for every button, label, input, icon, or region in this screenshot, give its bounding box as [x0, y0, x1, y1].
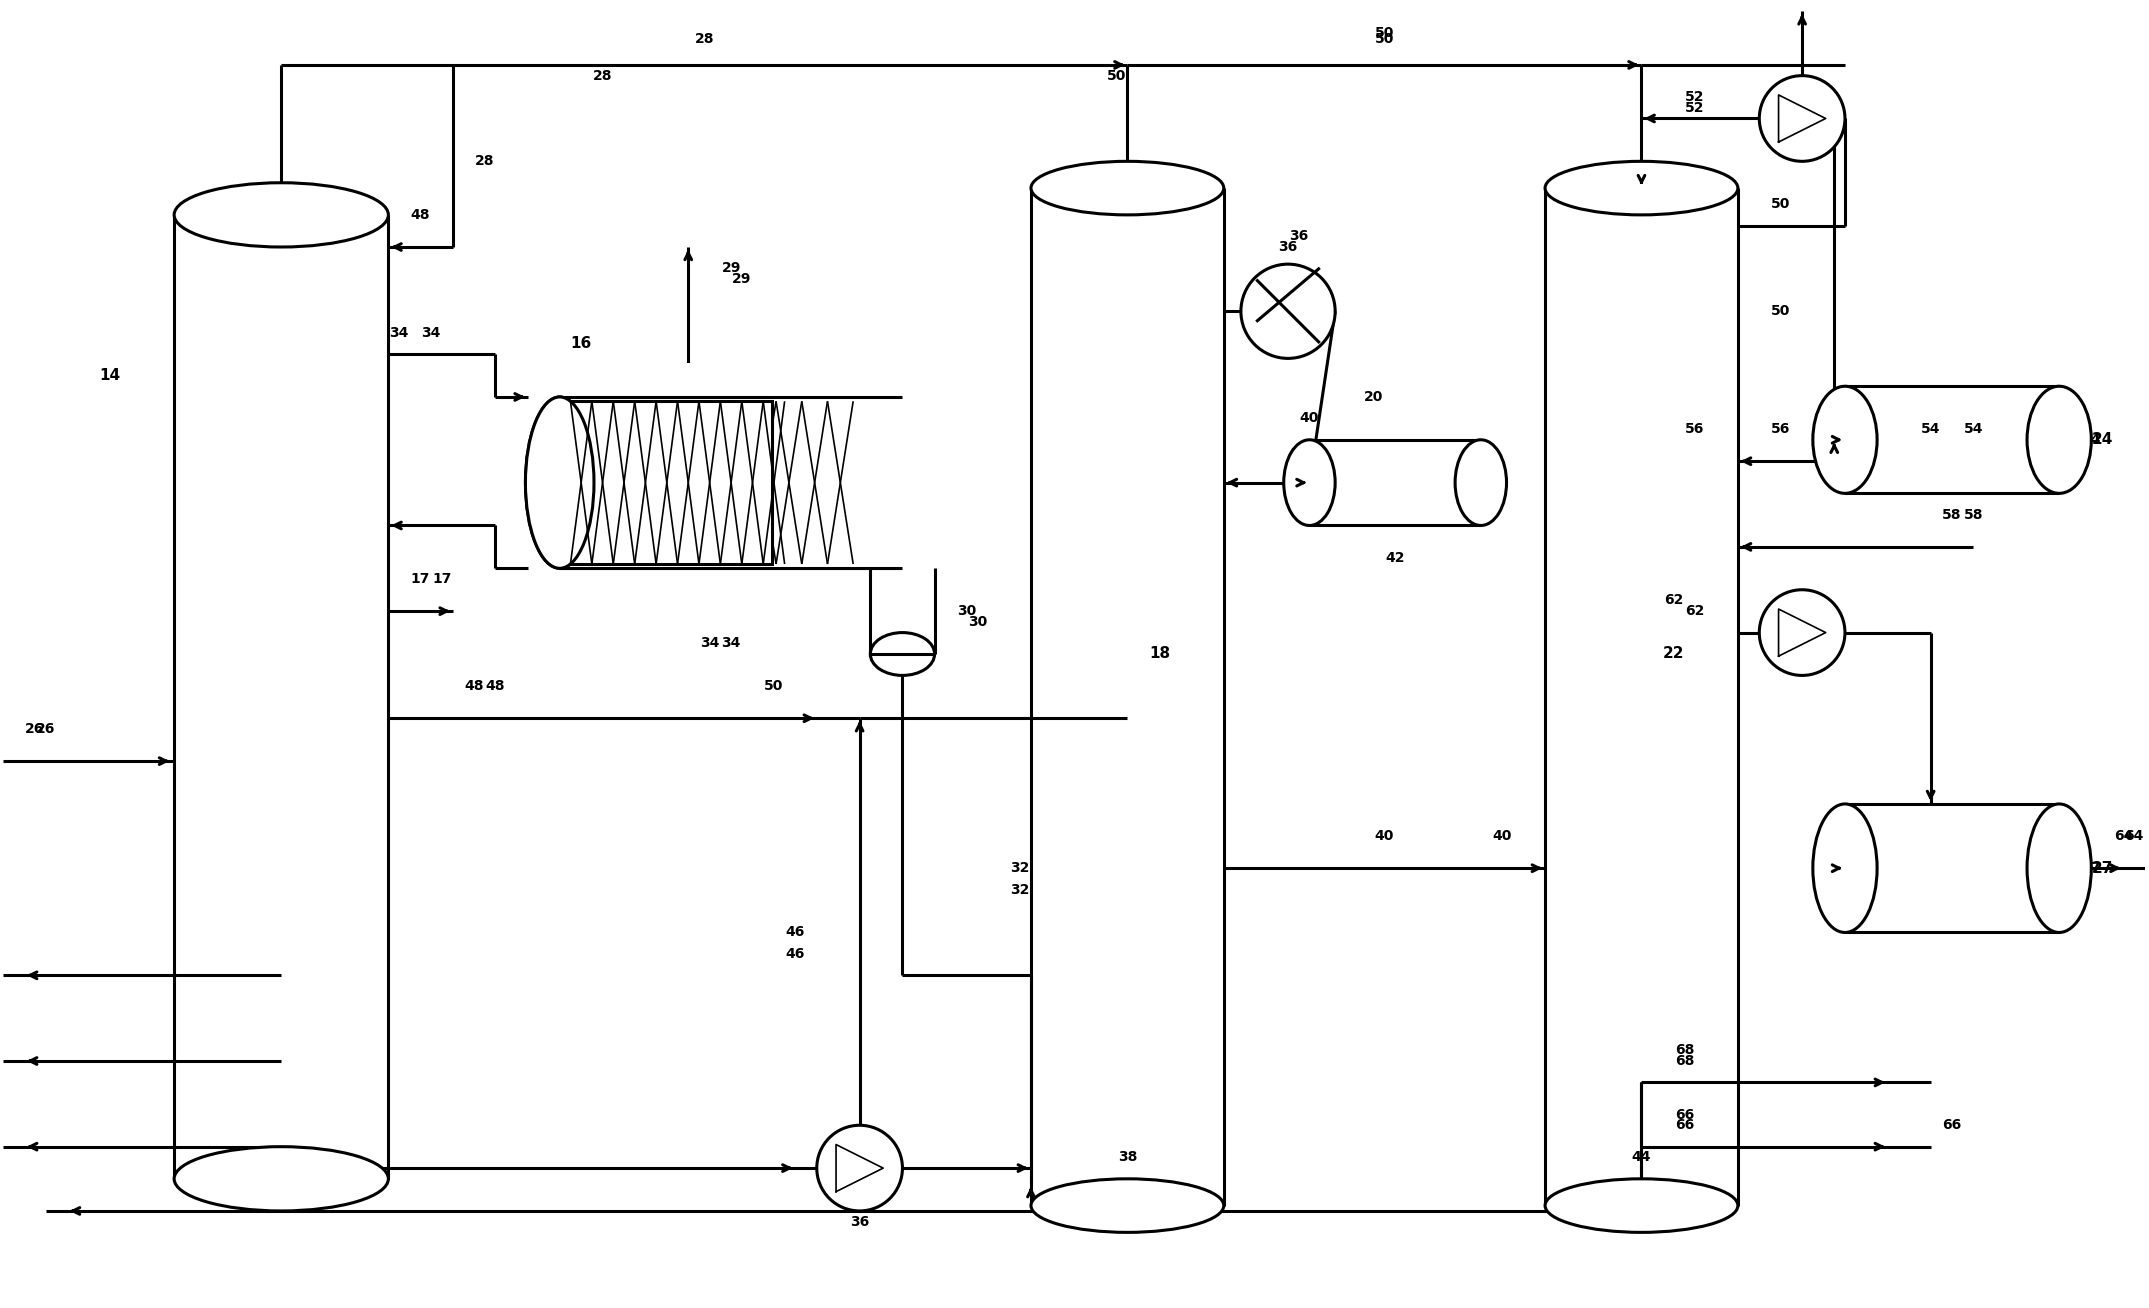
- Text: 56: 56: [1771, 422, 1790, 436]
- Text: 68: 68: [1674, 1044, 1693, 1057]
- Bar: [174, 215, 389, 1179]
- Text: 36: 36: [1279, 239, 1298, 254]
- Text: 32: 32: [1010, 883, 1029, 896]
- Text: 30: 30: [956, 604, 976, 619]
- Text: 46: 46: [787, 947, 806, 961]
- Circle shape: [1240, 264, 1335, 358]
- Text: 34: 34: [701, 636, 720, 650]
- Circle shape: [1760, 590, 1846, 675]
- Bar: [1846, 804, 2059, 933]
- Text: 50: 50: [1771, 198, 1790, 211]
- Text: 64: 64: [2125, 829, 2145, 844]
- Text: 52: 52: [1685, 101, 1704, 115]
- Text: 17: 17: [410, 572, 430, 586]
- Text: 56: 56: [1685, 422, 1704, 436]
- Text: 30: 30: [967, 615, 986, 629]
- Text: 29: 29: [722, 262, 741, 276]
- Text: 50: 50: [1375, 26, 1395, 39]
- Text: 40: 40: [1300, 412, 1319, 425]
- Text: 54: 54: [1921, 422, 1941, 436]
- Ellipse shape: [2027, 386, 2091, 493]
- Text: 32: 32: [1010, 861, 1029, 875]
- Ellipse shape: [1814, 386, 1876, 493]
- Text: 58: 58: [1964, 508, 1984, 522]
- Text: 64: 64: [2115, 829, 2134, 844]
- Ellipse shape: [1032, 1179, 1223, 1232]
- Text: 62: 62: [1663, 594, 1683, 607]
- Text: 24: 24: [2082, 433, 2102, 447]
- Text: 58: 58: [1943, 508, 1962, 522]
- Text: 44: 44: [1631, 1151, 1650, 1164]
- Text: 68: 68: [1674, 1054, 1693, 1069]
- Text: 66: 66: [1674, 1118, 1693, 1133]
- Text: 50: 50: [765, 679, 784, 693]
- Circle shape: [1760, 76, 1846, 161]
- Text: 26: 26: [37, 722, 56, 736]
- Text: 48: 48: [486, 679, 505, 693]
- Ellipse shape: [1814, 804, 1876, 933]
- Bar: [559, 396, 903, 568]
- Ellipse shape: [1455, 439, 1506, 526]
- Text: 50: 50: [1771, 305, 1790, 318]
- Text: 46: 46: [787, 926, 806, 939]
- Ellipse shape: [527, 396, 593, 568]
- Text: 28: 28: [694, 33, 713, 46]
- Ellipse shape: [174, 183, 389, 247]
- Ellipse shape: [1545, 161, 1739, 215]
- Ellipse shape: [1032, 161, 1223, 215]
- Text: 29: 29: [733, 272, 752, 286]
- Bar: [548, 362, 913, 570]
- Text: 48: 48: [410, 208, 430, 222]
- Text: 62: 62: [1685, 604, 1704, 619]
- Bar: [1846, 386, 2059, 493]
- Text: 48: 48: [464, 679, 484, 693]
- Text: 36: 36: [851, 1215, 868, 1228]
- Text: 50: 50: [1107, 68, 1126, 82]
- Ellipse shape: [1545, 1179, 1739, 1232]
- Ellipse shape: [1283, 439, 1335, 526]
- Circle shape: [817, 1125, 903, 1211]
- Bar: [1309, 439, 1481, 526]
- Text: 17: 17: [432, 572, 451, 586]
- Text: 14: 14: [99, 368, 120, 383]
- Bar: [1545, 188, 1739, 1206]
- Text: 28: 28: [475, 154, 494, 169]
- Ellipse shape: [870, 633, 935, 675]
- Text: 16: 16: [569, 336, 591, 351]
- Text: 20: 20: [1365, 390, 1384, 404]
- Text: 18: 18: [1150, 646, 1169, 662]
- Text: 36: 36: [1289, 229, 1309, 243]
- Ellipse shape: [527, 396, 593, 568]
- Text: 40: 40: [1494, 829, 1513, 844]
- Text: 34: 34: [389, 326, 408, 340]
- Text: 38: 38: [1117, 1151, 1137, 1164]
- Ellipse shape: [2027, 804, 2091, 933]
- Bar: [1032, 188, 1223, 1206]
- Text: 22: 22: [1663, 646, 1685, 662]
- Text: 40: 40: [1375, 829, 1395, 844]
- Text: 34: 34: [421, 326, 441, 340]
- Text: 66: 66: [1674, 1108, 1693, 1121]
- Text: 66: 66: [1943, 1118, 1962, 1133]
- Text: 26: 26: [26, 722, 45, 736]
- Text: 40: 40: [1257, 272, 1277, 286]
- Bar: [565, 402, 771, 564]
- Text: 34: 34: [722, 636, 741, 650]
- Ellipse shape: [174, 1147, 389, 1211]
- Text: 27: 27: [2091, 861, 2112, 876]
- Text: 24: 24: [2091, 432, 2112, 447]
- Text: 27: 27: [2082, 861, 2102, 875]
- Text: 52: 52: [1685, 90, 1704, 105]
- Text: 28: 28: [593, 68, 612, 82]
- Text: 54: 54: [1964, 422, 1984, 436]
- Text: 50: 50: [1375, 33, 1395, 46]
- Text: 42: 42: [1386, 551, 1405, 565]
